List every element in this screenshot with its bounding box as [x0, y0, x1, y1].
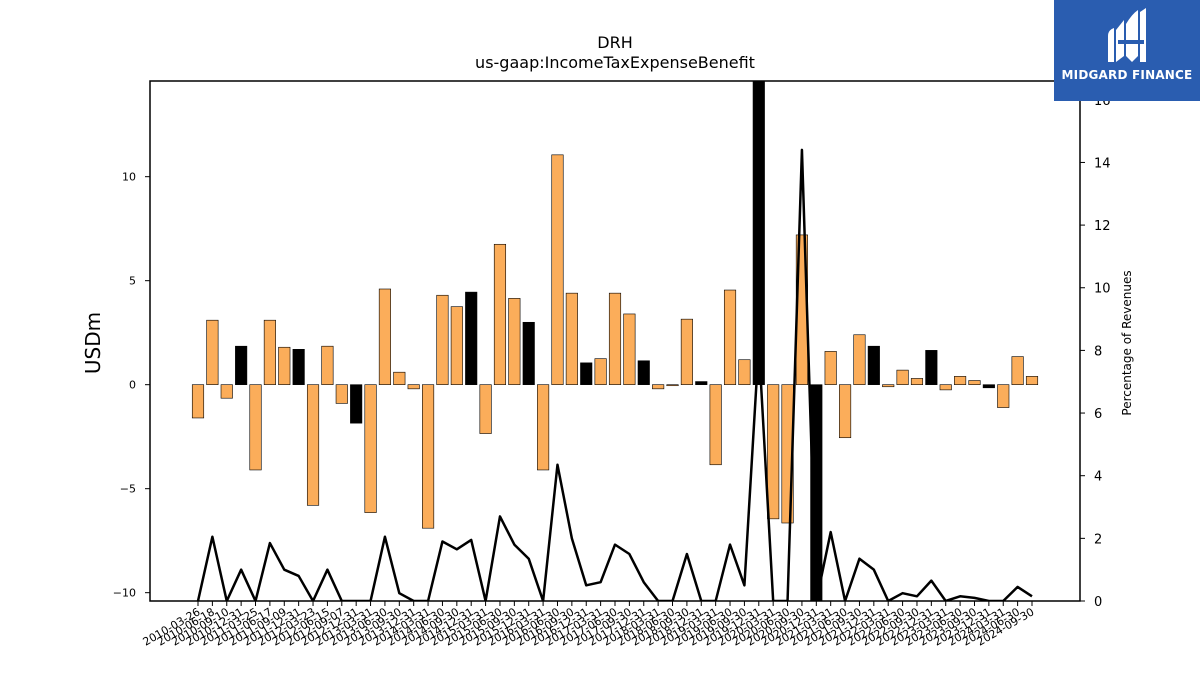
y-tick-label: −5 [120, 483, 136, 496]
bar [508, 298, 521, 385]
bar [335, 384, 348, 404]
bar [350, 384, 363, 424]
plot-area: −10−5051002468101214162010-03-262010-06-… [113, 80, 1111, 649]
bar [968, 380, 981, 385]
y2-tick-label: 0 [1094, 595, 1102, 610]
bar [594, 358, 607, 385]
bar [450, 306, 463, 385]
bar [882, 384, 895, 388]
bar [738, 359, 751, 385]
bar [723, 289, 737, 385]
bar [652, 384, 665, 390]
bar [479, 384, 492, 434]
bar [292, 349, 305, 385]
bar [752, 81, 765, 385]
y-axis-label: USDm [81, 312, 105, 374]
y-tick-label: 10 [122, 171, 136, 184]
bar [939, 384, 952, 391]
bar [263, 319, 276, 385]
bar [565, 292, 578, 385]
bar [465, 291, 478, 385]
bar [493, 243, 507, 385]
bar [537, 384, 550, 471]
y2-tick-label: 2 [1094, 532, 1102, 547]
y2-tick-label: 6 [1094, 407, 1102, 422]
bar [551, 154, 564, 385]
line-series [196, 148, 1033, 601]
bar [680, 318, 693, 385]
bar [910, 378, 924, 385]
y2-axis-label: Percentage of Revenues [1120, 270, 1134, 415]
chart-title: DRH [597, 33, 632, 52]
bar [982, 384, 995, 389]
bar [191, 384, 205, 419]
bar [249, 384, 262, 471]
midgard-logo: MIDGARD FINANCE [1054, 0, 1200, 101]
bar [767, 384, 780, 520]
bar [393, 371, 406, 385]
y2-tick-label: 8 [1094, 344, 1102, 359]
bar [206, 319, 219, 385]
bar [1011, 356, 1024, 385]
bar [810, 384, 823, 601]
bar [839, 384, 852, 439]
chart-subtitle: us-gaap:IncomeTaxExpenseBenefit [475, 53, 755, 72]
y-tick-label: 5 [129, 275, 136, 288]
bar [522, 321, 535, 385]
y2-tick-label: 12 [1094, 219, 1111, 234]
bar [896, 369, 909, 385]
bar [321, 345, 334, 385]
y-tick-label: 0 [129, 379, 136, 392]
y-tick-label: −10 [113, 587, 136, 600]
bar [1025, 376, 1039, 385]
bar [436, 294, 449, 385]
bar [637, 360, 650, 385]
bar [954, 376, 967, 385]
bar [666, 384, 679, 387]
bar [422, 384, 435, 529]
midgard-logo-icon [1108, 8, 1146, 62]
bar [580, 362, 593, 385]
bar [623, 313, 636, 385]
logo-text: MIDGARD FINANCE [1061, 68, 1193, 82]
bar [220, 384, 233, 399]
y2-tick-label: 14 [1094, 156, 1111, 171]
y2-tick-label: 4 [1094, 470, 1102, 485]
bar [407, 384, 420, 390]
bar [853, 334, 866, 385]
bar [824, 351, 837, 385]
bar [695, 381, 708, 385]
bar [278, 346, 291, 385]
bar [867, 345, 880, 385]
bar [709, 384, 722, 466]
bar [997, 384, 1010, 408]
bar [364, 384, 377, 513]
y2-tick-label: 10 [1094, 282, 1111, 297]
bar [925, 350, 938, 385]
bar [608, 292, 622, 385]
bar [378, 288, 391, 385]
bar [235, 345, 248, 385]
bar-series [191, 81, 1039, 601]
bar [306, 384, 320, 506]
